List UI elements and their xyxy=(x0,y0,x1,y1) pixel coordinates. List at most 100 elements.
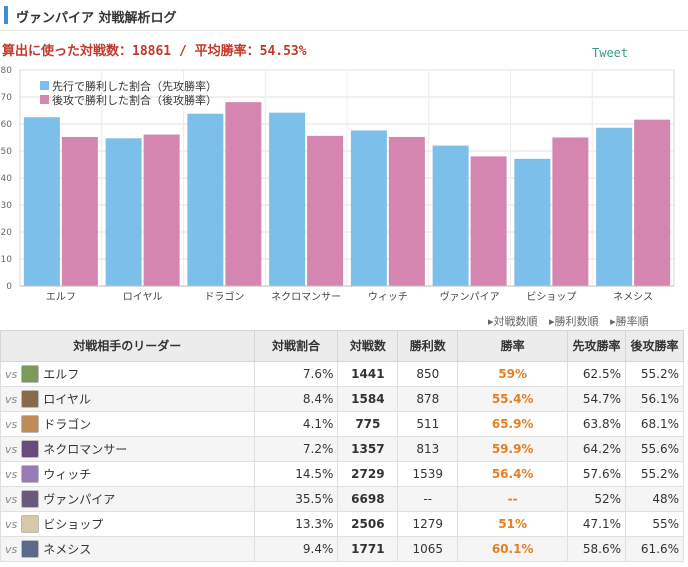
tweet-link[interactable]: Tweet xyxy=(592,46,629,60)
leader-name: ロイヤル xyxy=(43,392,91,407)
leader-cell: vs ウィッチ xyxy=(0,461,255,487)
bar-second xyxy=(552,137,589,286)
leader-cell: vs ビショップ xyxy=(0,511,255,537)
second-rate-cell: 55% xyxy=(624,511,685,537)
leader-name: ヴァンパイア xyxy=(43,492,116,507)
x-tick-label: ヴァンパイア xyxy=(440,290,500,303)
header-leader[interactable]: 対戦相手のリーダー xyxy=(0,330,255,362)
y-tick-label: 70 xyxy=(1,93,13,103)
share-cell: 35.5% xyxy=(253,486,339,512)
share-cell: 7.6% xyxy=(253,361,339,387)
rate-cell: -- xyxy=(457,486,569,512)
header-first-rate[interactable]: 先攻勝率 xyxy=(567,330,626,362)
first-rate-cell: 63.8% xyxy=(567,411,626,437)
table-row: vs ヴァンパイア 35.5% 6698 -- -- 52% 48% xyxy=(0,486,685,512)
vs-label: vs xyxy=(5,442,18,456)
first-rate-cell: 54.7% xyxy=(567,386,626,412)
leader-avatar-icon xyxy=(21,415,40,433)
sort-by-wins-link[interactable]: ▸勝利数順 xyxy=(549,315,599,328)
games-cell: 1441 xyxy=(337,361,399,387)
y-tick-label: 20 xyxy=(1,228,13,238)
leader-avatar-icon xyxy=(21,465,40,483)
bar-first xyxy=(596,127,633,286)
y-tick-label: 60 xyxy=(1,120,13,130)
bar-second xyxy=(143,134,180,286)
y-tick-label: 10 xyxy=(1,255,13,265)
table-body: vs エルフ 7.6% 1441 850 59% 62.5% 55.2% vs ロイヤル 8.4% 1… xyxy=(0,361,685,562)
header-share[interactable]: 対戦割合 xyxy=(253,330,339,362)
second-rate-cell: 48% xyxy=(624,486,685,512)
y-tick-label: 50 xyxy=(1,147,13,157)
bar-first xyxy=(269,112,306,286)
wins-cell: 1539 xyxy=(397,461,459,487)
wins-cell: 878 xyxy=(397,386,459,412)
games-cell: 6698 xyxy=(337,486,399,512)
wins-cell: 813 xyxy=(397,436,459,462)
games-cell: 1584 xyxy=(337,386,399,412)
bar-second xyxy=(634,119,671,287)
sort-by-rate-link[interactable]: ▸勝率順 xyxy=(610,315,649,328)
y-tick-label: 30 xyxy=(1,201,13,211)
leader-cell: vs エルフ xyxy=(0,361,255,387)
table-row: vs ウィッチ 14.5% 2729 1539 56.4% 57.6% 55.2% xyxy=(0,461,685,487)
leader-name: ネメシス xyxy=(43,542,92,557)
leader-cell: vs ネメシス xyxy=(0,536,255,562)
share-cell: 9.4% xyxy=(253,536,339,562)
leader-cell: vs ヴァンパイア xyxy=(0,486,255,512)
vs-label: vs xyxy=(5,367,18,381)
legend-label: 後攻で勝利した割合（後攻勝率） xyxy=(52,93,217,107)
leader-name: エルフ xyxy=(43,367,80,382)
second-rate-cell: 68.1% xyxy=(624,411,685,437)
first-rate-cell: 64.2% xyxy=(567,436,626,462)
wins-cell: 511 xyxy=(397,411,459,437)
header-rate[interactable]: 勝率 xyxy=(457,330,569,362)
games-cell: 775 xyxy=(337,411,399,437)
vs-label: vs xyxy=(5,467,18,481)
first-rate-cell: 57.6% xyxy=(567,461,626,487)
table-row: vs ネメシス 9.4% 1771 1065 60.1% 58.6% 61.6% xyxy=(0,536,685,562)
header-games[interactable]: 対戦数 xyxy=(337,330,399,362)
bar-second xyxy=(225,102,262,286)
summary-line: 算出に使った対戦数：18861 / 平均勝率：54.53% xyxy=(2,44,307,59)
vs-label: vs xyxy=(5,392,18,406)
bar-first xyxy=(23,117,60,286)
games-cell: 1357 xyxy=(337,436,399,462)
y-tick-label: 40 xyxy=(1,174,13,184)
header-wins[interactable]: 勝利数 xyxy=(397,330,459,362)
share-cell: 4.1% xyxy=(253,411,339,437)
table-row: vs ドラゴン 4.1% 775 511 65.9% 63.8% 68.1% xyxy=(0,411,685,437)
leader-cell: vs ロイヤル xyxy=(0,386,255,412)
second-rate-cell: 61.6% xyxy=(624,536,685,562)
legend-label: 先行で勝利した割合（先攻勝率） xyxy=(52,79,217,93)
x-tick-label: ロイヤル xyxy=(123,292,163,303)
wins-cell: 1279 xyxy=(397,511,459,537)
leader-name: ネクロマンサー xyxy=(43,442,128,457)
leader-avatar-icon xyxy=(21,540,40,558)
rate-cell: 59% xyxy=(457,361,569,387)
rate-cell: 56.4% xyxy=(457,461,569,487)
first-rate-cell: 52% xyxy=(567,486,626,512)
x-tick-label: ウィッチ xyxy=(368,291,408,303)
rate-cell: 55.4% xyxy=(457,386,569,412)
leader-avatar-icon xyxy=(21,490,40,508)
second-rate-cell: 56.1% xyxy=(624,386,685,412)
vs-label: vs xyxy=(5,492,18,506)
leader-cell: vs ネクロマンサー xyxy=(0,436,255,462)
header-accent-bar xyxy=(4,6,8,24)
first-rate-cell: 47.1% xyxy=(567,511,626,537)
second-rate-cell: 55.6% xyxy=(624,436,685,462)
rate-cell: 51% xyxy=(457,511,569,537)
bar-first xyxy=(514,158,551,286)
sort-by-games-link[interactable]: ▸対戦数順 xyxy=(488,315,538,328)
second-rate-cell: 55.2% xyxy=(624,361,685,387)
rate-cell: 59.9% xyxy=(457,436,569,462)
second-rate-cell: 55.2% xyxy=(624,461,685,487)
games-cell: 2729 xyxy=(337,461,399,487)
vs-label: vs xyxy=(5,542,18,556)
header-second-rate[interactable]: 後攻勝率 xyxy=(624,330,685,362)
leader-avatar-icon xyxy=(21,440,40,458)
share-cell: 13.3% xyxy=(253,511,339,537)
first-rate-cell: 62.5% xyxy=(567,361,626,387)
table-row: vs ネクロマンサー 7.2% 1357 813 59.9% 64.2% 55.6% xyxy=(0,436,685,462)
leader-name: ビショップ xyxy=(43,517,104,532)
